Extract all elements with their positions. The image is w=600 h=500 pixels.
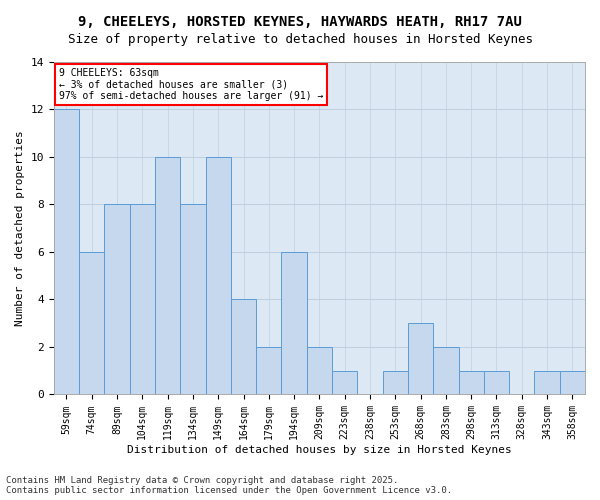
Bar: [535, 370, 560, 394]
Bar: [408, 323, 433, 394]
Bar: [484, 370, 509, 394]
Text: 9 CHEELEYS: 63sqm
← 3% of detached houses are smaller (3)
97% of semi-detached h: 9 CHEELEYS: 63sqm ← 3% of detached house…: [59, 68, 323, 102]
Bar: [155, 156, 180, 394]
Text: 9, CHEELEYS, HORSTED KEYNES, HAYWARDS HEATH, RH17 7AU: 9, CHEELEYS, HORSTED KEYNES, HAYWARDS HE…: [78, 15, 522, 29]
Y-axis label: Number of detached properties: Number of detached properties: [15, 130, 25, 326]
Text: Size of property relative to detached houses in Horsted Keynes: Size of property relative to detached ho…: [67, 32, 533, 46]
Bar: [560, 370, 585, 394]
Bar: [79, 252, 104, 394]
X-axis label: Distribution of detached houses by size in Horsted Keynes: Distribution of detached houses by size …: [127, 445, 512, 455]
Bar: [130, 204, 155, 394]
Bar: [206, 156, 231, 394]
Bar: [332, 370, 358, 394]
Bar: [231, 300, 256, 394]
Bar: [54, 109, 79, 395]
Bar: [458, 370, 484, 394]
Bar: [256, 347, 281, 395]
Bar: [383, 370, 408, 394]
Bar: [281, 252, 307, 394]
Text: Contains HM Land Registry data © Crown copyright and database right 2025.
Contai: Contains HM Land Registry data © Crown c…: [6, 476, 452, 495]
Bar: [180, 204, 206, 394]
Bar: [307, 347, 332, 395]
Bar: [104, 204, 130, 394]
Bar: [433, 347, 458, 395]
